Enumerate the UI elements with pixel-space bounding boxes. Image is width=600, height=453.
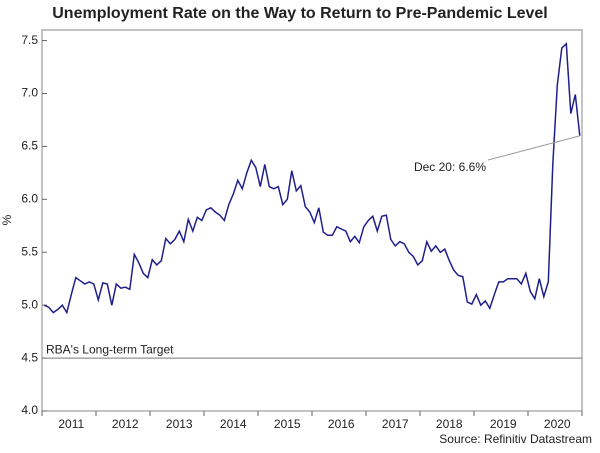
x-tick-label: 2015 — [274, 417, 301, 431]
chart-title: Unemployment Rate on the Way to Return t… — [52, 5, 548, 22]
x-tick-label: 2018 — [436, 417, 463, 431]
x-tick-label: 2020 — [544, 417, 571, 431]
y-tick-label: 6.0 — [21, 192, 38, 206]
y-tick-label: 7.0 — [21, 86, 38, 100]
x-tick-label: 2016 — [328, 417, 355, 431]
x-tick-label: 2011 — [58, 417, 84, 431]
y-tick-label: 4.5 — [21, 350, 38, 364]
x-tick-label: 2012 — [112, 417, 139, 431]
data-line — [43, 42, 581, 315]
x-tick-label: 2017 — [382, 417, 409, 431]
reference-label: RBA's Long-term Target — [46, 342, 174, 356]
x-tick-label: 2013 — [166, 417, 193, 431]
annotation-leader — [487, 135, 580, 161]
annotation: Dec 20: 6.6% — [414, 160, 486, 174]
y-axis-label: % — [0, 214, 14, 225]
y-tick-label: 5.0 — [21, 297, 38, 311]
y-tick-label: 6.5 — [21, 139, 38, 153]
x-tick-label: 2014 — [220, 417, 247, 431]
y-tick-label: 5.5 — [21, 244, 38, 258]
y-tick-label: 4.0 — [21, 403, 38, 417]
y-tick-label: 7.5 — [21, 33, 38, 47]
x-tick-label: 2019 — [490, 417, 517, 431]
source-note: Source: Refinitiv Datastream — [439, 432, 592, 446]
